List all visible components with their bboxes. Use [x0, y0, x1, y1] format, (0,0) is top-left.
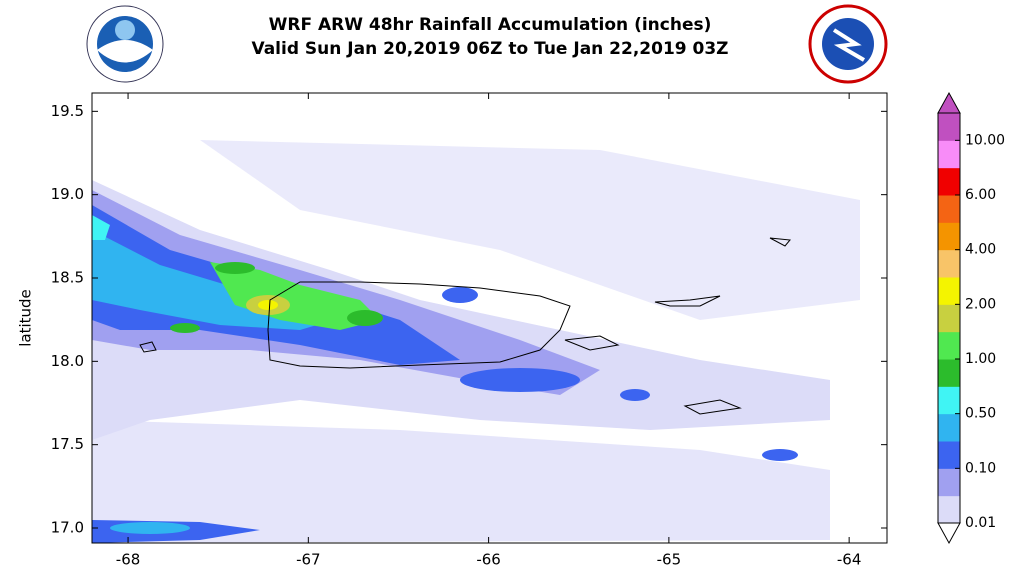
y-tick-label: 18.0	[51, 352, 84, 370]
y-tick-label: 18.5	[51, 269, 84, 287]
colorbar-tick-label: 4.00	[965, 242, 996, 258]
colorbar-extend-top	[937, 91, 961, 114]
x-tick-label: -67	[296, 551, 321, 569]
x-tick-label: -65	[657, 551, 682, 569]
colorbar-segment	[938, 331, 960, 360]
colorbar-tick-label: 0.01	[965, 515, 996, 531]
y-tick-label: 17.0	[51, 519, 84, 537]
colorbar-tick-label: 6.00	[965, 187, 996, 203]
y-tick-label: 19.0	[51, 185, 84, 203]
nws-logo	[808, 4, 888, 84]
colorbar-segment	[938, 140, 960, 169]
colorbar-tick-label: 0.10	[965, 460, 996, 476]
x-tick-label: -68	[116, 551, 141, 569]
colorbar-segment	[938, 359, 960, 387]
colorbar-extend-bottom	[937, 522, 961, 545]
noaa-logo	[86, 5, 164, 83]
colorbar-segment	[938, 113, 960, 141]
colorbar-tick-label: 0.50	[965, 406, 996, 422]
colorbar-segment	[938, 386, 960, 415]
colorbar-segment	[938, 167, 960, 196]
coastlines	[139, 237, 791, 415]
plot-frame	[91, 92, 888, 544]
y-tick-label: 17.5	[51, 435, 84, 453]
colorbar-segment	[938, 222, 960, 251]
rainfall-field	[92, 140, 860, 543]
title-line: WRF ARW 48hr Rainfall Accumulation (inch…	[269, 15, 712, 35]
colorbar-segment	[938, 277, 960, 305]
colorbar-tick-label: 2.00	[965, 296, 996, 312]
colorbar-segment	[938, 495, 960, 524]
x-tick-label: -64	[837, 551, 862, 569]
y-tick-label: 19.5	[51, 102, 84, 120]
colorbar-tick-label: 10.00	[965, 132, 1005, 148]
colorbar-segment	[938, 304, 960, 333]
x-tick-label: -66	[476, 551, 501, 569]
colorbar-segment	[938, 195, 960, 223]
colorbar-segment	[938, 249, 960, 278]
y-axis-label: latitude	[17, 289, 35, 347]
colorbar-segment	[938, 413, 960, 442]
colorbar-segment	[938, 441, 960, 469]
title-line: Valid Sun Jan 20,2019 06Z to Tue Jan 22,…	[251, 39, 728, 59]
colorbar-segment	[938, 468, 960, 497]
colorbar-tick-label: 1.00	[965, 351, 996, 367]
colorbar-frame	[937, 112, 961, 524]
